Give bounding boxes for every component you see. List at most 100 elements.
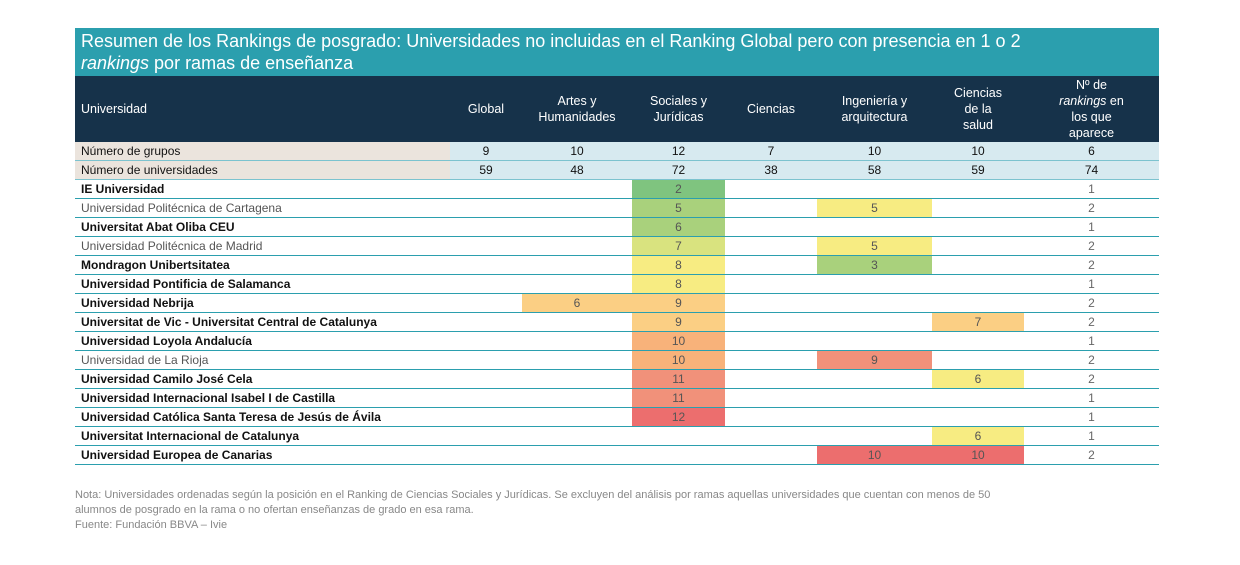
rank-cell-global	[450, 331, 522, 351]
rank-cell-ingenieria	[817, 312, 932, 332]
table-row: Universidad Pontificia de Salamanca 8 1	[75, 274, 1159, 294]
rank-cell-ingenieria	[817, 179, 932, 199]
summary-cell-sociales: 12	[632, 142, 725, 161]
summary-row: Número de universidades 59 48 72 38 58 59 74	[75, 160, 1159, 180]
rank-cell-ingenieria	[817, 331, 932, 351]
rank-cell-global	[450, 293, 522, 313]
rank-cell-num-rankings: 1	[1024, 179, 1159, 199]
rank-cell-global	[450, 407, 522, 427]
header-ingenieria: Ingeniería y arquitectura	[817, 76, 932, 142]
rank-cell-ingenieria: 9	[817, 350, 932, 370]
summary-cell-ingenieria: 10	[817, 142, 932, 161]
table-title: Resumen de los Rankings de posgrado: Uni…	[75, 28, 1159, 76]
rank-cell-artes	[522, 369, 632, 389]
rank-cell-ingenieria: 10	[817, 445, 932, 465]
rank-cell-artes	[522, 426, 632, 446]
table-row: Universidad Loyola Andalucía 10 1	[75, 331, 1159, 351]
source-line: Fuente: Fundación BBVA – Ivie	[75, 519, 228, 531]
rank-cell-ciencias	[725, 274, 817, 294]
rank-cell-num-rankings: 2	[1024, 312, 1159, 332]
rank-cell-global	[450, 312, 522, 332]
rank-cell-num-rankings: 1	[1024, 388, 1159, 408]
university-name: Universidad Pontificia de Salamanca	[75, 274, 450, 294]
rank-cell-artes	[522, 388, 632, 408]
rank-cell-global	[450, 179, 522, 199]
table-row: IE Universidad 2 1	[75, 179, 1159, 199]
rank-cell-salud	[932, 236, 1024, 256]
rank-cell-salud	[932, 293, 1024, 313]
title-italic-word: rankings	[81, 53, 150, 73]
rank-cell-num-rankings: 2	[1024, 236, 1159, 256]
rank-cell-num-rankings: 1	[1024, 217, 1159, 237]
rank-cell-sociales: 10	[632, 350, 725, 370]
summary-cell-ingenieria: 58	[817, 160, 932, 180]
rank-cell-artes	[522, 198, 632, 218]
rank-cell-ciencias	[725, 407, 817, 427]
rank-cell-artes	[522, 445, 632, 465]
rank-cell-salud	[932, 388, 1024, 408]
summary-row: Número de grupos 9 10 12 7 10 10 6	[75, 142, 1159, 161]
university-name: Universidad Camilo José Cela	[75, 369, 450, 389]
footnote: Nota: Universidades ordenadas según la p…	[75, 488, 1135, 533]
rank-cell-sociales	[632, 426, 725, 446]
rank-cell-num-rankings: 2	[1024, 293, 1159, 313]
rank-cell-sociales	[632, 445, 725, 465]
rank-cell-ciencias	[725, 350, 817, 370]
rank-cell-artes	[522, 179, 632, 199]
rank-cell-ingenieria	[817, 274, 932, 294]
rank-cell-num-rankings: 1	[1024, 331, 1159, 351]
rank-cell-salud: 7	[932, 312, 1024, 332]
summary-cell-global: 59	[450, 160, 522, 180]
rank-cell-salud	[932, 179, 1024, 199]
table-row: Universidad Politécnica de Madrid 7 5 2	[75, 236, 1159, 256]
table-row: Universidad de La Rioja 10 9 2	[75, 350, 1159, 370]
rank-cell-salud	[932, 274, 1024, 294]
table-row: Universidad Europea de Canarias 10 10 2	[75, 445, 1159, 465]
rank-cell-salud	[932, 407, 1024, 427]
university-name: IE Universidad	[75, 179, 450, 199]
title-line-2: rankings por ramas de enseñanza	[81, 52, 1153, 74]
rank-cell-salud	[932, 217, 1024, 237]
rank-cell-ciencias	[725, 445, 817, 465]
university-name: Universidad Europea de Canarias	[75, 445, 450, 465]
rank-cell-ciencias	[725, 293, 817, 313]
rank-cell-sociales: 8	[632, 255, 725, 275]
summary-label: Número de universidades	[75, 160, 450, 180]
note-line-1: Nota: Universidades ordenadas según la p…	[75, 489, 991, 501]
rank-cell-num-rankings: 2	[1024, 445, 1159, 465]
rank-cell-salud: 6	[932, 369, 1024, 389]
rank-cell-artes	[522, 331, 632, 351]
rank-cell-artes: 6	[522, 293, 632, 313]
rank-cell-num-rankings: 1	[1024, 426, 1159, 446]
rank-cell-ingenieria: 5	[817, 236, 932, 256]
rank-cell-ciencias	[725, 331, 817, 351]
rank-cell-global	[450, 236, 522, 256]
rank-cell-ciencias	[725, 426, 817, 446]
header-num-rankings: Nº de rankings en los que aparece	[1024, 76, 1159, 142]
rank-cell-artes	[522, 217, 632, 237]
table-row: Universidad Politécnica de Cartagena 5 5 2	[75, 198, 1159, 218]
rank-cell-sociales: 7	[632, 236, 725, 256]
header-global: Global	[450, 76, 522, 142]
header-ciencias: Ciencias	[725, 76, 817, 142]
header-row: Universidad Global Artes y Humanidades So…	[75, 76, 1159, 142]
rank-cell-global	[450, 198, 522, 218]
rank-cell-ingenieria	[817, 293, 932, 313]
rank-cell-ciencias	[725, 255, 817, 275]
ranking-table-container: Resumen de los Rankings de posgrado: Uni…	[75, 28, 1159, 465]
rank-cell-sociales: 11	[632, 369, 725, 389]
note-line-2: alumnos de posgrado en la rama o no ofer…	[75, 504, 474, 516]
rank-cell-salud	[932, 331, 1024, 351]
table-row: Mondragon Unibertsitatea 8 3 2	[75, 255, 1159, 275]
rank-cell-num-rankings: 1	[1024, 274, 1159, 294]
rank-cell-sociales: 9	[632, 312, 725, 332]
rank-cell-global	[450, 369, 522, 389]
summary-cell-global: 9	[450, 142, 522, 161]
university-name: Universitat Abat Oliba CEU	[75, 217, 450, 237]
rank-cell-salud: 6	[932, 426, 1024, 446]
table-row: Universitat de Vic - Universitat Central…	[75, 312, 1159, 332]
university-name: Universitat de Vic - Universitat Central…	[75, 312, 450, 332]
rank-cell-salud	[932, 198, 1024, 218]
university-name: Universidad Internacional Isabel I de Ca…	[75, 388, 450, 408]
rank-cell-salud	[932, 255, 1024, 275]
